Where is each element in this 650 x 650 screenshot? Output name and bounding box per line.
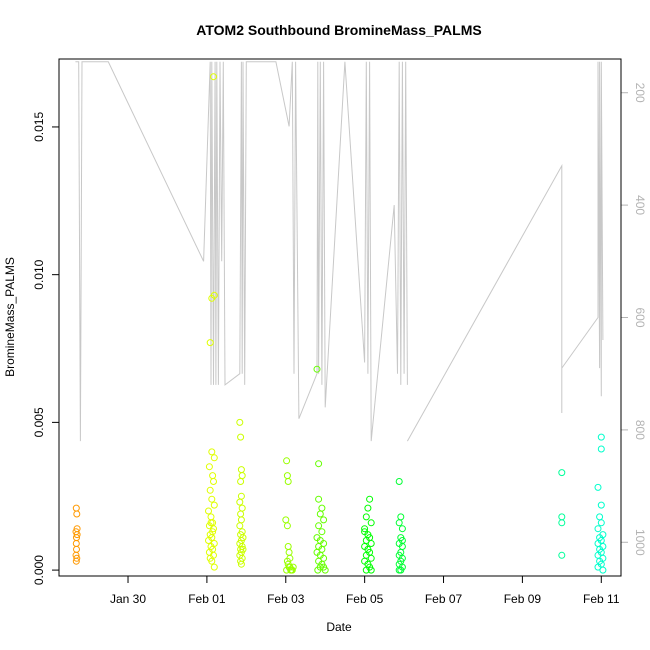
data-point <box>597 445 605 453</box>
axes: Jan 30 Feb 01 Feb 03 Feb 05 Feb 07 Feb 09 Feb … <box>32 83 647 606</box>
scatter-points <box>72 73 607 574</box>
chart-title: ATOM2 Southbound BromineMass_PALMS <box>196 22 481 38</box>
data-point <box>367 554 375 562</box>
data-point <box>398 525 406 533</box>
x-tick-label: Feb 09 <box>504 592 542 606</box>
x-axis-label: Date <box>326 620 352 634</box>
data-point <box>208 448 216 456</box>
y2-tick-label: 400 <box>633 195 647 215</box>
data-point <box>73 525 81 533</box>
x-tick-label: Feb 01 <box>188 592 226 606</box>
data-point <box>237 560 245 568</box>
data-point <box>599 566 607 574</box>
data-point <box>367 540 375 547</box>
data-point <box>316 510 324 518</box>
x-tick-label: Jan 30 <box>110 592 146 606</box>
data-point <box>558 519 566 527</box>
data-point <box>210 501 218 509</box>
data-point <box>236 498 244 506</box>
data-point <box>597 433 605 441</box>
data-point <box>239 545 247 553</box>
y-tick-label: 0.010 <box>32 259 46 289</box>
data-point <box>289 563 297 571</box>
data-point <box>210 73 217 81</box>
y-tick-label: 0.005 <box>32 407 46 437</box>
data-point <box>236 418 244 426</box>
pressure-profile-line <box>406 61 604 442</box>
data-point <box>237 433 245 441</box>
data-point <box>395 519 403 527</box>
data-point <box>318 528 326 536</box>
data-point <box>283 522 291 530</box>
data-point <box>209 528 217 536</box>
data-point <box>597 501 605 509</box>
data-point <box>210 525 217 533</box>
data-point <box>208 557 216 565</box>
data-point <box>205 463 213 471</box>
data-point <box>236 522 244 530</box>
x-tick-label: Feb 03 <box>267 592 305 606</box>
data-point <box>73 554 81 562</box>
data-point <box>205 537 212 544</box>
data-point <box>210 454 218 462</box>
data-point <box>395 566 403 574</box>
data-point <box>237 478 245 485</box>
data-point <box>361 528 369 536</box>
data-point <box>237 557 245 565</box>
data-point <box>361 525 369 533</box>
pressure-profile <box>75 61 604 442</box>
data-point <box>398 537 406 544</box>
data-point <box>315 522 323 530</box>
data-point <box>210 291 218 299</box>
data-point <box>594 525 602 533</box>
data-point <box>206 339 214 347</box>
data-point <box>210 563 218 571</box>
y-axis-label: BromineMass_PALMS <box>3 257 17 377</box>
data-point <box>207 519 215 527</box>
y-tick-label: 0.000 <box>32 555 46 585</box>
data-point <box>320 516 328 524</box>
data-point <box>314 566 322 574</box>
plot-frame <box>58 58 622 577</box>
data-point <box>594 563 602 571</box>
data-point <box>206 486 214 494</box>
data-point <box>73 510 81 518</box>
data-point <box>362 513 370 521</box>
data-point <box>315 495 323 503</box>
y2-tick-label: 800 <box>633 420 647 440</box>
data-point <box>210 478 217 485</box>
pressure-profile-line <box>75 61 408 442</box>
x-tick-label: Feb 11 <box>583 592 620 606</box>
data-point <box>313 365 321 373</box>
data-point <box>366 495 374 503</box>
data-point <box>208 495 216 503</box>
data-point <box>321 566 329 574</box>
data-point <box>362 566 370 574</box>
data-point <box>367 566 375 574</box>
y2-tick-label: 200 <box>633 83 647 103</box>
data-point <box>364 504 372 512</box>
data-point <box>284 478 292 485</box>
data-point <box>594 483 602 491</box>
data-point <box>239 534 247 542</box>
x-tick-label: Feb 07 <box>425 592 463 606</box>
data-point <box>72 557 80 565</box>
y2-tick-label: 600 <box>633 307 647 327</box>
x-tick-label: Feb 05 <box>346 592 384 606</box>
data-point <box>558 551 566 559</box>
data-point <box>367 519 375 527</box>
data-point <box>315 460 323 468</box>
data-point <box>395 478 403 485</box>
y-tick-label: 0.015 <box>32 112 46 142</box>
data-point <box>283 566 291 574</box>
y2-tick-label: 1000 <box>633 529 647 556</box>
data-point <box>205 507 212 515</box>
data-point <box>558 469 566 477</box>
data-point <box>283 457 291 465</box>
data-point <box>597 519 605 527</box>
